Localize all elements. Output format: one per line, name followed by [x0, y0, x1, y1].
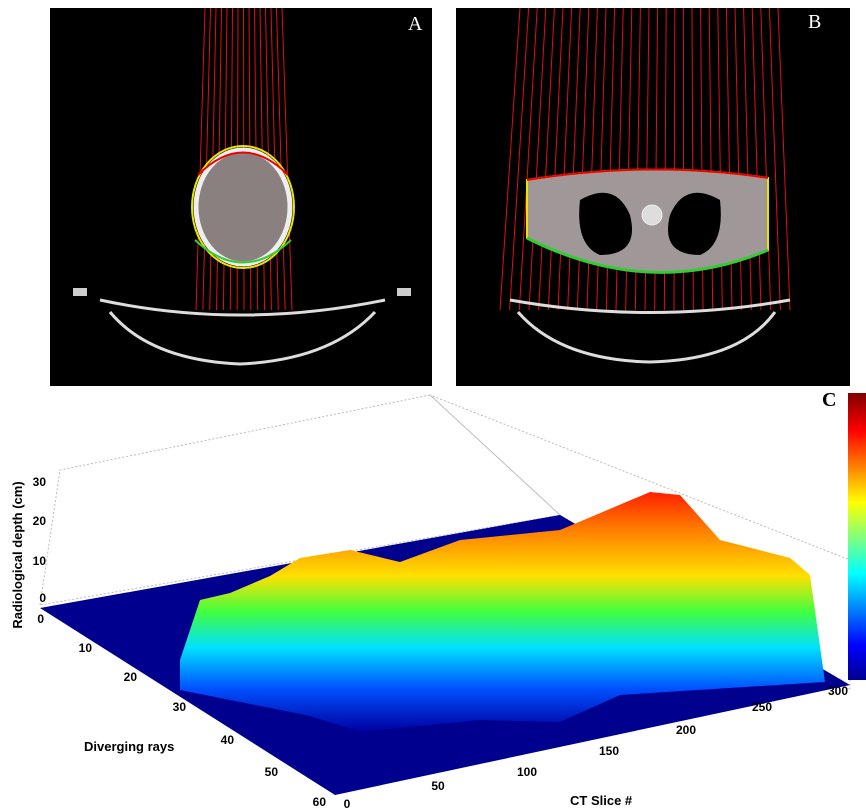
panel-label: C [822, 389, 836, 411]
panel-label: A [408, 13, 423, 35]
y-tick-label: 20 [124, 670, 138, 684]
z-tick-label: 0 [39, 591, 46, 605]
y-tick-label: 0 [37, 612, 44, 626]
x-axis-label: CT Slice # [570, 793, 633, 808]
y-tick-label: 60 [313, 795, 327, 809]
x-tick-label: 0 [344, 797, 351, 811]
x-tick-label: 250 [752, 700, 772, 714]
y-tick-label: 30 [173, 700, 187, 714]
y-axis-label: Diverging rays [84, 739, 174, 754]
y-tick-label: 40 [221, 733, 235, 747]
x-tick-label: 100 [517, 765, 537, 779]
spine [642, 205, 662, 225]
head [196, 150, 290, 264]
marker [73, 288, 87, 296]
x-tick-label: 300 [828, 684, 848, 698]
z-tick-label: 20 [33, 514, 47, 528]
page: A B C Radiological depth (cm) Diverging … [0, 0, 866, 811]
colorbar [848, 393, 866, 680]
z-tick-label: 10 [33, 554, 47, 568]
panel-label: B [808, 11, 821, 33]
x-tick-label: 150 [599, 744, 619, 758]
z-axis-label: Radiological depth (cm) [10, 481, 25, 628]
x-tick-label: 200 [676, 723, 696, 737]
marker [397, 288, 411, 296]
y-tick-label: 50 [265, 765, 279, 779]
z-tick-label: 30 [33, 475, 47, 489]
x-tick-label: 50 [431, 779, 445, 793]
figure: A B C Radiological depth (cm) Diverging … [0, 0, 866, 811]
y-tick-label: 10 [79, 641, 93, 655]
